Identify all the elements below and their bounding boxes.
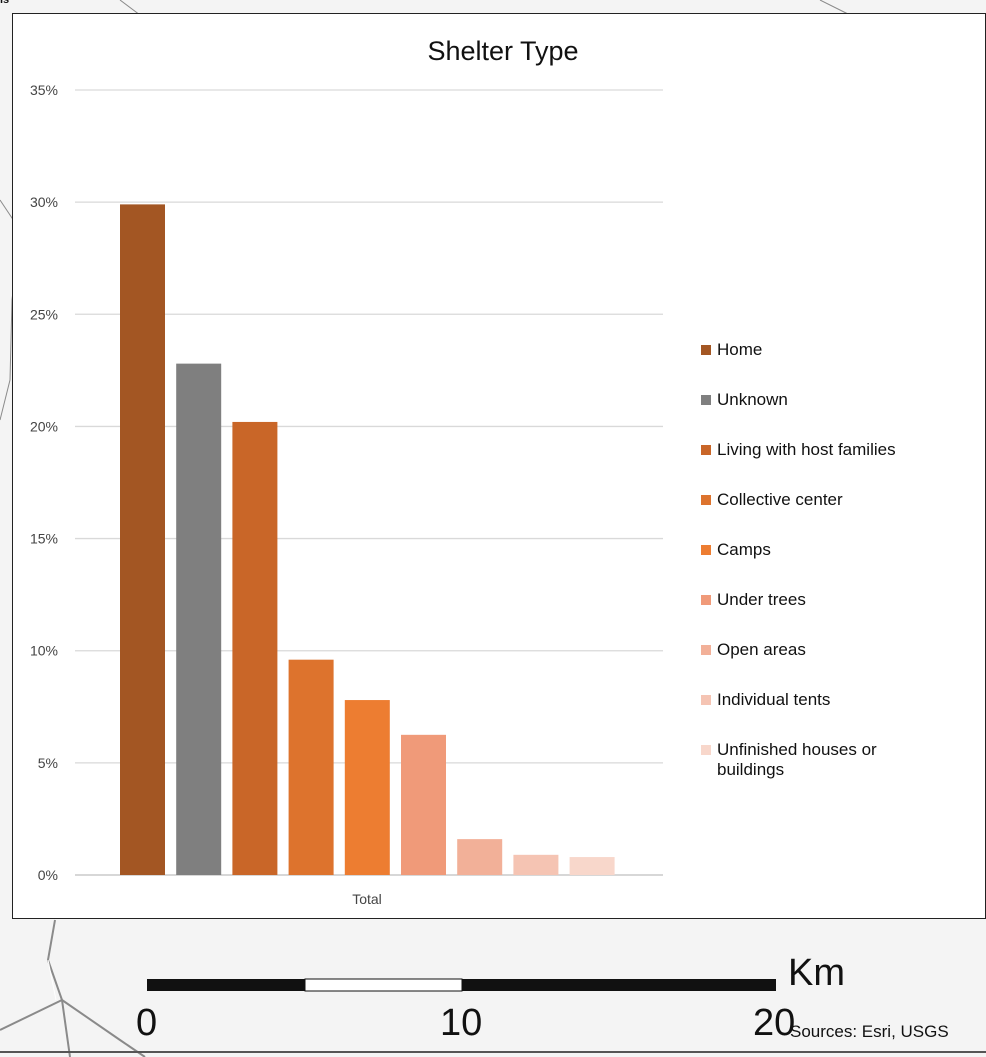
legend-item: Home — [701, 340, 907, 360]
y-tick-label: 0% — [38, 867, 58, 883]
legend-swatch — [701, 345, 711, 355]
y-tick-label: 20% — [30, 418, 58, 434]
y-tick-label: 5% — [38, 755, 58, 771]
bar-home — [120, 204, 165, 875]
legend-item: Open areas — [701, 640, 907, 660]
scale-tick-10: 10 — [440, 1002, 483, 1044]
legend-swatch — [701, 445, 711, 455]
chart-panel: 0% 5% 10% 15% 20% 25% 30% 35% Shelter Type Tota… — [12, 13, 986, 919]
y-tick-label: 30% — [30, 194, 58, 210]
legend-label: Unfinished houses or buildings — [717, 740, 877, 779]
legend-label: Collective center — [717, 490, 843, 509]
legend-swatch — [701, 545, 711, 555]
y-tick-label: 25% — [30, 306, 58, 322]
legend-item: Individual tents — [701, 690, 907, 710]
bar-unknown — [176, 363, 222, 875]
scale-bar-segment — [304, 978, 463, 992]
scale-unit-label: Km — [788, 952, 845, 994]
bar-individual-tents — [513, 854, 559, 875]
legend-item: Living with host families — [701, 440, 907, 460]
legend-item: Collective center — [701, 490, 907, 510]
legend-swatch — [701, 745, 711, 755]
y-tick-label: 35% — [30, 82, 58, 98]
map-boundary-line — [0, 999, 63, 1031]
bar-collective-center — [288, 659, 334, 875]
map-boundary-line — [819, 0, 851, 16]
legend-label: Individual tents — [717, 690, 831, 709]
legend-swatch — [701, 495, 711, 505]
legend-swatch — [701, 645, 711, 655]
scale-tick-0: 0 — [136, 1002, 158, 1044]
shelter-type-chart: 0% 5% 10% 15% 20% 25% 30% 35% Shelter Type Tota… — [30, 36, 663, 907]
scale-tick-20: 20 — [753, 1002, 796, 1044]
bar-under-trees — [401, 734, 446, 875]
legend-item: Unfinished houses or buildings — [701, 740, 907, 780]
map-sources-credit: Sources: Esri, USGS — [790, 1022, 949, 1041]
chart-title: Shelter Type — [427, 36, 578, 66]
legend-label: Living with host families — [717, 440, 896, 459]
map-boundary-line — [46, 919, 71, 1057]
y-axis-ticks: 0% 5% 10% 15% 20% 25% 30% 35% — [30, 82, 58, 883]
x-category-label: Total — [352, 891, 382, 907]
legend-swatch — [701, 695, 711, 705]
map-boundary-line — [47, 959, 57, 1001]
bar-unfinished-houses-or-buildings — [569, 857, 615, 875]
legend-item: Unknown — [701, 390, 907, 410]
legend-item: Under trees — [701, 590, 907, 610]
legend-label: Under trees — [717, 590, 806, 609]
bar-living-with-host-families — [232, 421, 278, 875]
legend-label: Unknown — [717, 390, 788, 409]
legend-swatch — [701, 395, 711, 405]
scale-bar-segment — [462, 979, 776, 991]
bars — [120, 204, 615, 875]
y-tick-label: 10% — [30, 643, 58, 659]
bar-camps — [344, 700, 390, 875]
map-boundary-line — [119, 0, 141, 16]
scale-bar-segment — [147, 979, 305, 991]
legend-label: Open areas — [717, 640, 806, 659]
legend-item: Camps — [701, 540, 907, 560]
legend-label: Camps — [717, 540, 771, 559]
y-tick-label: 15% — [30, 531, 58, 547]
legend-swatch — [701, 595, 711, 605]
bar-open-areas — [457, 839, 503, 875]
legend-label: Home — [717, 340, 763, 359]
map-corner-label: is — [0, 0, 10, 6]
